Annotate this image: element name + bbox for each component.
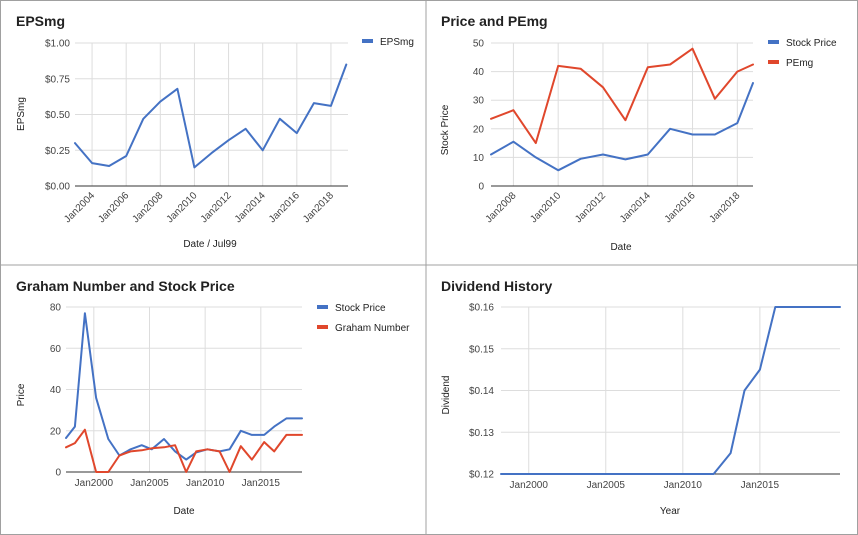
- y-tick-label: 20: [473, 124, 485, 135]
- x-tick-label: Jan2000: [510, 480, 549, 491]
- legend-swatch-epsmg: [362, 39, 373, 43]
- x-tick-label: Jan2008: [484, 190, 519, 225]
- x-axis: Jan2000 Jan2005 Jan2010 Jan2015: [510, 480, 780, 491]
- y-axis: 0 20 40 60 80: [50, 303, 302, 479]
- y-axis-title: Price: [16, 383, 27, 406]
- x-axis: Jan2008 Jan2010 Jan2012 Jan2014 Jan2016 Jan20…: [484, 190, 743, 225]
- x-tick-label: Jan2016: [663, 190, 698, 225]
- series-line-stock-price: [490, 82, 754, 172]
- y-axis: $0.00 $0.25 $0.50 $0.75 $1.00: [45, 39, 348, 193]
- legend: EPSmg: [362, 37, 414, 48]
- x-tick-label: Jan2010: [186, 478, 225, 489]
- x-tick-label: Jan2014: [233, 190, 268, 225]
- chart-title: Graham Number and Stock Price: [16, 278, 235, 294]
- legend-label-pemg: PEmg: [786, 58, 813, 69]
- series-line-graham-number: [65, 428, 303, 473]
- y-tick-label: 40: [50, 385, 62, 396]
- y-axis: $0.12 $0.13 $0.14 $0.15 $0.16: [469, 303, 840, 481]
- y-axis-title: EPSmg: [16, 97, 27, 131]
- legend-label-graham-number: Graham Number: [335, 323, 410, 334]
- y-tick-label: $1.00: [45, 39, 70, 50]
- y-tick-label: $0.75: [45, 74, 70, 85]
- x-axis-title: Date / Jul99: [183, 239, 237, 250]
- x-axis: Jan2000 Jan2005 Jan2010 Jan2015: [75, 478, 281, 489]
- x-tick-label: Jan2010: [528, 190, 563, 225]
- x-tick-label: Jan2015: [242, 478, 281, 489]
- x-tick-label: Jan2016: [267, 190, 302, 225]
- x-tick-label: Jan2014: [618, 190, 653, 225]
- y-axis-title: Stock Price: [440, 104, 451, 155]
- legend-label-stock-price: Stock Price: [335, 303, 386, 314]
- y-tick-label: $0.16: [469, 303, 494, 314]
- y-tick-label: $0.14: [469, 386, 494, 397]
- series-line-epsmg: [74, 63, 348, 169]
- x-axis-title: Year: [660, 506, 681, 517]
- series-line-dividend: [500, 306, 841, 475]
- y-tick-label: 20: [50, 426, 62, 437]
- y-tick-label: 80: [50, 303, 62, 314]
- x-tick-label: Jan2000: [75, 478, 114, 489]
- x-tick-label: Jan2012: [199, 190, 234, 225]
- x-tick-label: Jan2012: [573, 190, 608, 225]
- x-tick-label: Jan2010: [664, 480, 703, 491]
- x-axis-title: Date: [173, 506, 195, 517]
- x-axis-title: Date: [610, 242, 632, 253]
- legend-label-epsmg: EPSmg: [380, 37, 414, 48]
- y-tick-label: 60: [50, 344, 62, 355]
- legend: Stock Price Graham Number: [317, 303, 410, 334]
- x-tick-label: Jan2008: [131, 190, 166, 225]
- x-tick-label: Jan2010: [165, 190, 200, 225]
- y-tick-label: $0.25: [45, 146, 70, 157]
- legend-swatch-stock-price: [317, 305, 328, 309]
- legend-swatch-pemg: [768, 60, 779, 64]
- series-line-pemg: [490, 47, 754, 145]
- chart-title: Dividend History: [441, 278, 552, 294]
- series-line-stock-price: [65, 312, 303, 461]
- y-tick-label: 0: [55, 468, 61, 479]
- x-tick-label: Jan2018: [708, 190, 743, 225]
- legend: Stock Price PEmg: [768, 38, 837, 69]
- chart-epsmg: EPSmg Date / Jul99 EPSmg EPSmg $0.00 $0.2…: [16, 13, 414, 250]
- chart-price-and-pemg: Price and PEmg Date Stock Price Stock Pr…: [440, 13, 837, 253]
- chart-dividend-history: Dividend History Year Dividend $0.12$0.1…: [441, 278, 841, 517]
- x-tick-label: Jan2015: [741, 480, 780, 491]
- y-axis: 0 10 20 30 40 50: [473, 39, 753, 193]
- chart-title: EPSmg: [16, 13, 65, 29]
- legend-swatch-stock-price: [768, 40, 779, 44]
- chart-title: Price and PEmg: [441, 13, 548, 29]
- y-tick-label: $0.13: [469, 428, 494, 439]
- x-tick-label: Jan2006: [96, 190, 131, 225]
- y-tick-label: $0.00: [45, 182, 70, 193]
- legend-swatch-graham-number: [317, 325, 328, 329]
- y-tick-label: 40: [473, 67, 485, 78]
- y-tick-label: 10: [473, 153, 485, 164]
- y-tick-label: $0.50: [45, 110, 70, 121]
- x-tick-label: Jan2004: [62, 190, 97, 225]
- y-axis-title: Dividend: [441, 376, 452, 415]
- x-axis: Jan2004 Jan2006 Jan2008 Jan2010 Jan2012 Jan20…: [62, 190, 336, 225]
- y-tick-label: $0.15: [469, 344, 494, 355]
- x-tick-label: Jan2018: [301, 190, 336, 225]
- y-tick-label: 50: [473, 39, 485, 50]
- chart-graham-number-and-stock-price: Graham Number and Stock Price Date Price…: [16, 278, 410, 517]
- legend-label-stock-price: Stock Price: [786, 38, 837, 49]
- y-tick-label: 0: [478, 182, 484, 193]
- x-tick-label: Jan2005: [130, 478, 169, 489]
- y-tick-label: $0.12: [469, 470, 494, 481]
- y-tick-label: 30: [473, 96, 485, 107]
- x-tick-label: Jan2005: [587, 480, 626, 491]
